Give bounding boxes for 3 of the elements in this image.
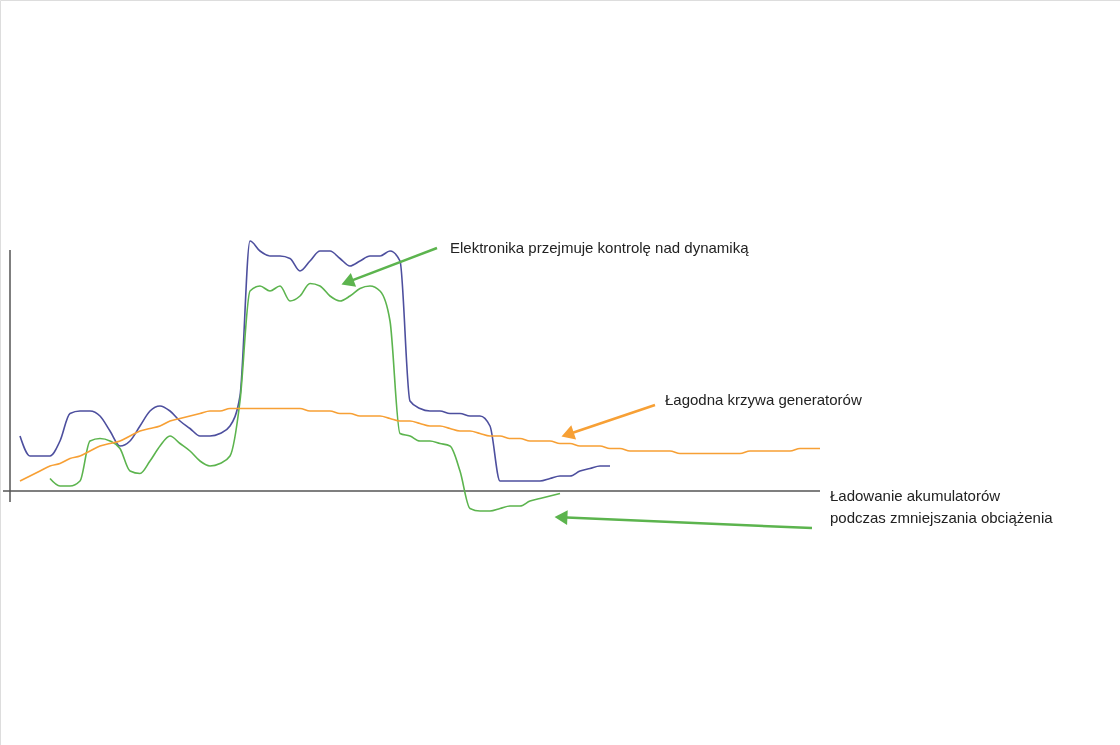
annotation: Elektronika przejmuje kontrolę nad dynamiką [450,239,750,256]
text: Ładowanie akumulatorów podczas zmniejszania obciążenia [830,487,1054,526]
annotation: Łagodna krzywa generatorów [665,391,862,408]
